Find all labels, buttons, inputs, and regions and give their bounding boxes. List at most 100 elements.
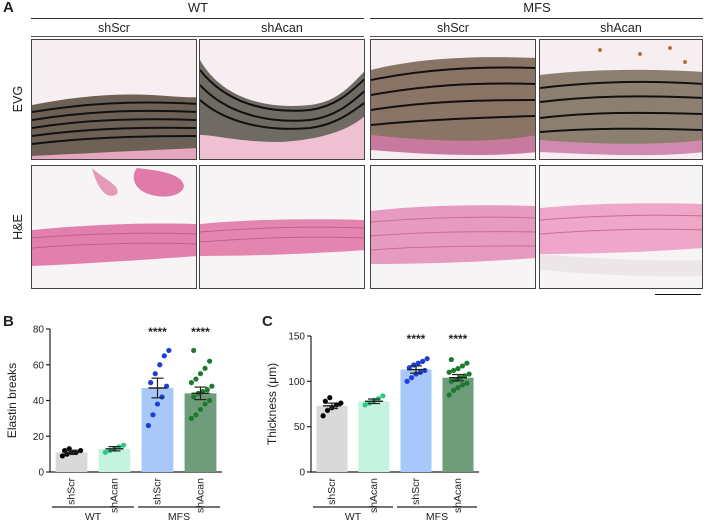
data-point — [161, 353, 167, 359]
data-point — [102, 449, 109, 455]
data-point — [450, 367, 457, 374]
chart-elastin-breaks: 0 20 40 60 80 Elastin breaks shScr shAcan **** sh… — [5, 325, 222, 520]
y-tick-label: 100 — [288, 377, 305, 388]
he-micrograph-mfs-shacan — [539, 165, 703, 289]
data-point — [450, 387, 457, 393]
data-point — [202, 365, 208, 371]
data-point — [380, 393, 386, 399]
panel-c-label: C — [262, 313, 273, 330]
row-label-he: H&E — [11, 214, 25, 240]
evg-micrograph-wt-shacan — [199, 39, 365, 160]
data-point — [166, 347, 172, 354]
evg-micrograph-mfs-shscr — [370, 39, 536, 160]
data-point — [404, 378, 410, 384]
column-label-mfs-shscr: shScr — [437, 21, 469, 35]
data-point — [422, 367, 428, 374]
y-tick-label: 40 — [33, 396, 45, 407]
x-tick-label-shScr: shScr — [66, 478, 78, 505]
y-tick-label: 150 — [288, 332, 305, 343]
data-point — [148, 380, 154, 386]
he-micrograph-wt-shscr — [31, 165, 197, 289]
column-label-wt-shacan: shAcan — [261, 21, 303, 35]
data-point — [150, 412, 156, 418]
data-point — [448, 356, 454, 363]
data-point — [446, 392, 452, 398]
data-point — [455, 385, 461, 391]
column-line — [31, 36, 364, 37]
data-point — [157, 362, 163, 368]
panel-a-label: A — [3, 0, 14, 16]
data-point — [459, 382, 466, 388]
data-point — [408, 375, 415, 381]
scale-bar — [655, 294, 701, 295]
y-tick-label: 0 — [299, 468, 305, 479]
data-point — [154, 401, 161, 407]
data-point — [466, 371, 472, 377]
data-point — [197, 406, 204, 413]
data-point — [206, 358, 213, 364]
y-tick-label: 50 — [294, 422, 306, 433]
x-tick-label-shScr: shScr — [326, 478, 338, 505]
x-tick-label-shAcan: shAcan — [452, 478, 464, 513]
significance-label: **** — [449, 332, 468, 346]
evg-micrograph-wt-shscr — [31, 39, 197, 160]
data-point — [145, 422, 152, 429]
data-point — [188, 380, 195, 386]
group-label-mfs: MFS — [168, 511, 190, 520]
group-line-wt — [31, 18, 364, 19]
data-point — [464, 360, 470, 366]
data-point — [455, 366, 461, 372]
data-point — [209, 383, 215, 389]
significance-label: **** — [407, 332, 426, 346]
y-tick-label: 0 — [38, 468, 44, 479]
data-point — [420, 358, 426, 364]
data-point — [159, 394, 165, 400]
data-point — [193, 376, 199, 382]
group-label-mfs: MFS — [523, 0, 551, 15]
x-tick-label-shAcan: shAcan — [368, 478, 380, 513]
data-point — [191, 394, 197, 400]
bar-shScr — [400, 369, 432, 472]
data-point — [197, 371, 204, 377]
y-tick-label: 60 — [33, 360, 45, 371]
y-tick-label: 80 — [33, 325, 45, 336]
data-point — [120, 442, 127, 448]
group-label-wt: WT — [187, 0, 209, 15]
column-label-mfs-shacan: shAcan — [600, 21, 642, 35]
data-point — [59, 453, 66, 459]
bar-shAcan — [184, 393, 217, 472]
column-line — [370, 36, 703, 37]
data-point — [448, 378, 454, 384]
data-point — [204, 387, 210, 393]
data-point — [464, 380, 470, 386]
he-micrograph-mfs-shscr — [370, 165, 536, 289]
significance-label: **** — [191, 325, 210, 339]
x-tick-label-shAcan: shAcan — [195, 478, 207, 513]
y-tick-label: 20 — [33, 432, 45, 443]
panel-b-label: B — [3, 313, 14, 330]
group-label-wt: WT — [85, 511, 102, 520]
data-point — [188, 415, 195, 421]
data-point — [362, 402, 368, 408]
group-line-mfs — [370, 18, 703, 19]
data-point — [202, 401, 208, 407]
group-label-wt: WT — [345, 511, 362, 520]
significance-label: **** — [148, 325, 167, 339]
column-label-wt-shscr: shScr — [98, 21, 130, 35]
data-point — [206, 397, 213, 404]
bar-shScr — [141, 387, 174, 472]
chart-thickness: 0 50 100 150 Thickness (μm) shScr shAcan **** sh… — [265, 332, 479, 520]
bar-shAcan — [442, 377, 474, 472]
bar-shAcan — [358, 401, 390, 472]
y-axis-label: Thickness (μm) — [265, 363, 279, 445]
y-axis-label: Elastin breaks — [5, 363, 19, 438]
he-micrograph-wt-shacan — [199, 165, 365, 289]
data-point — [193, 412, 199, 418]
data-point — [417, 369, 424, 375]
data-point — [424, 356, 430, 362]
row-label-evg: EVG — [11, 85, 25, 113]
data-point — [191, 347, 197, 354]
data-point — [459, 363, 466, 369]
group-label-mfs: MFS — [426, 511, 448, 520]
x-tick-label-shAcan: shAcan — [109, 478, 121, 513]
